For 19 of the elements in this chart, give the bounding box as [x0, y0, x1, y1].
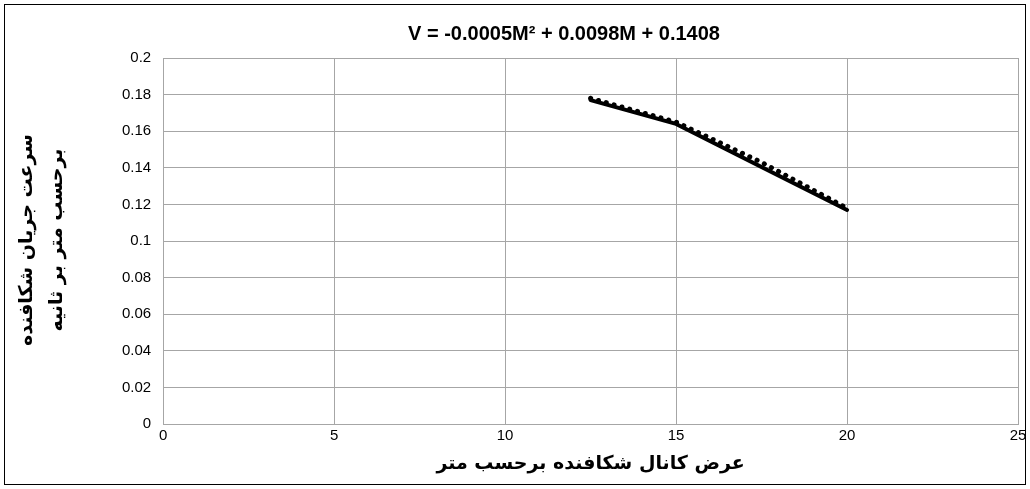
y-axis-title: سرعت جریان شکافنده برحسب متر بر ثانیه — [13, 132, 68, 349]
y-tick-label: 0.1 — [130, 231, 152, 249]
y-tick-label: 0.16 — [121, 121, 152, 139]
y-tick-label: 0.04 — [121, 341, 152, 359]
y-tick-label: 0.14 — [121, 158, 152, 175]
x-tick-label: 20 — [838, 426, 856, 444]
x-tick-label: 15 — [667, 426, 685, 444]
x-tick-label: 0 — [159, 426, 168, 444]
y-tick-label: 0.02 — [121, 377, 152, 395]
y-tick-label: 0.18 — [121, 84, 152, 102]
chart-title: V = -0.0005M² + 0.0098M + 0.1408 — [408, 21, 720, 44]
y-tick-label: 0.2 — [130, 48, 152, 66]
y-tick-label: 0.12 — [121, 194, 152, 212]
y-tick-label: 0.08 — [121, 267, 152, 285]
x-tick-label: 10 — [496, 426, 514, 444]
y-tick-label: 0 — [142, 414, 152, 432]
x-axis-title: عرض کانال شکافنده برحسب متر — [435, 450, 745, 474]
x-tick-label: 5 — [329, 426, 339, 444]
y-tick-label: 0.06 — [121, 304, 152, 322]
